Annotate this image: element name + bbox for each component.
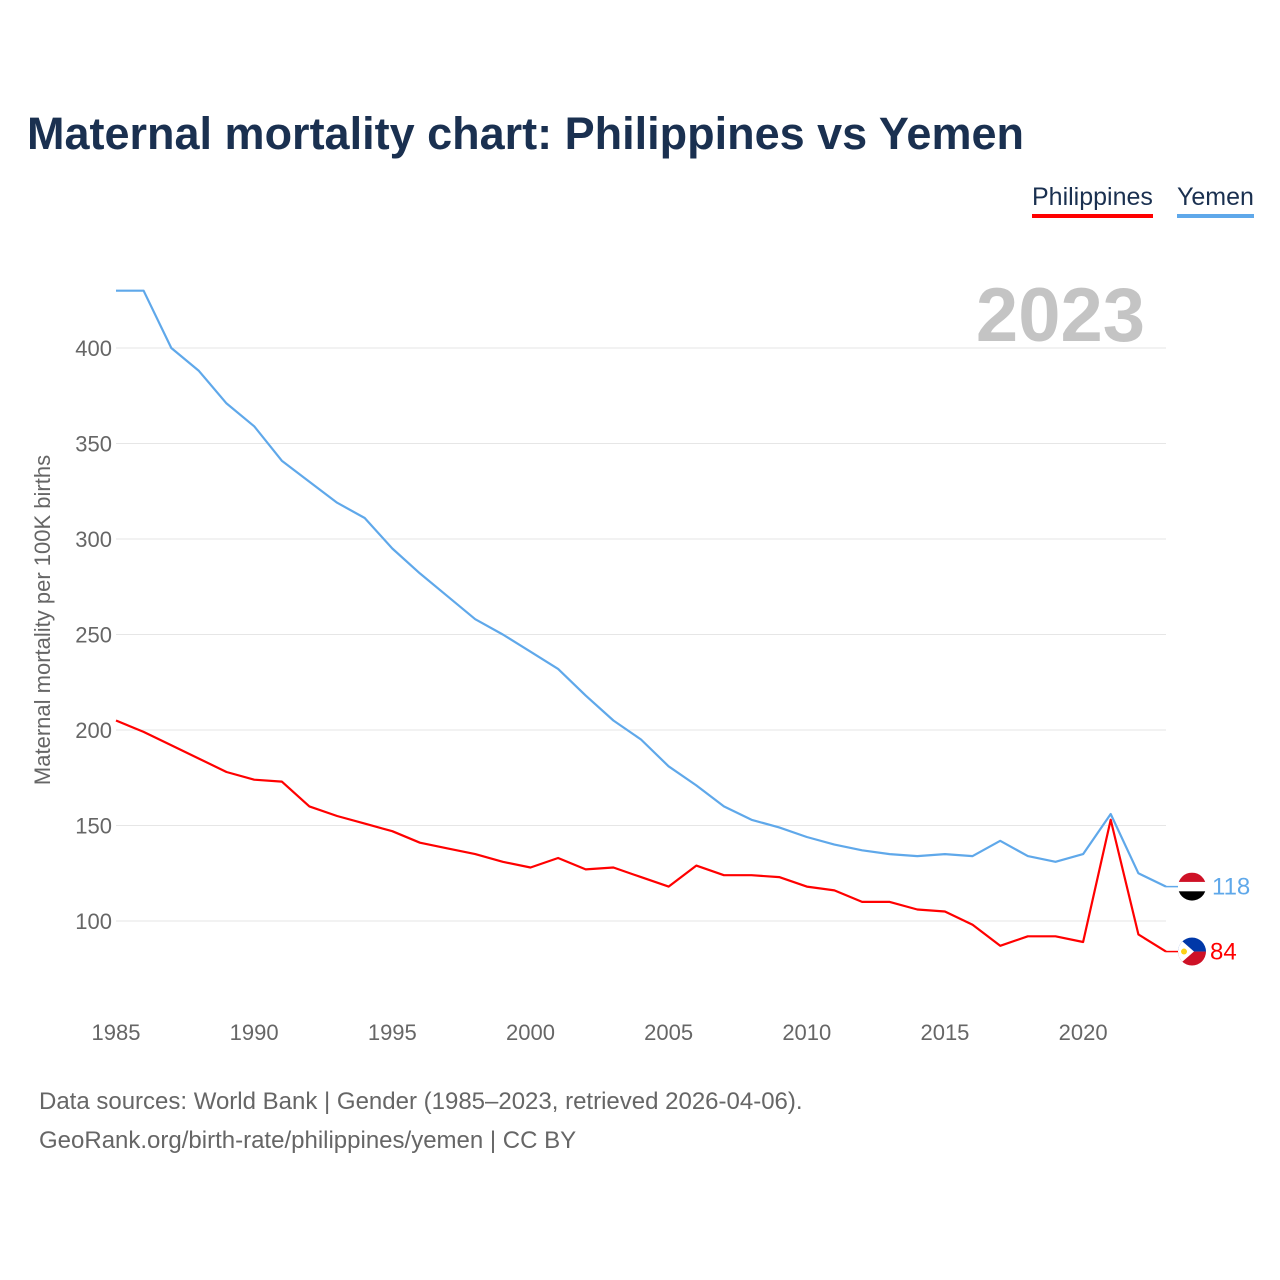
x-tick-label: 2020 xyxy=(1059,1020,1108,1045)
end-value-label: 118 xyxy=(1212,874,1250,901)
y-tick-label: 300 xyxy=(75,527,112,552)
legend-yemen[interactable]: Yemen xyxy=(1177,183,1254,218)
end-value-label: 84 xyxy=(1210,939,1237,966)
y-tick-label: 350 xyxy=(75,432,112,457)
x-tick-label: 2010 xyxy=(782,1020,831,1045)
x-tick-label: 2000 xyxy=(506,1020,555,1045)
x-tick-label: 1990 xyxy=(230,1020,279,1045)
chart-title: Maternal mortality chart: Philippines vs… xyxy=(27,108,1024,159)
x-tick-label: 1995 xyxy=(368,1020,417,1045)
y-tick-label: 200 xyxy=(75,718,112,743)
y-axis-label: Maternal mortality per 100K births xyxy=(30,455,55,785)
footer-sources: Data sources: World Bank | Gender (1985–… xyxy=(39,1088,803,1115)
footer-link[interactable]: GeoRank.org/birth-rate/philippines/yemen… xyxy=(39,1127,577,1154)
y-tick-label: 100 xyxy=(75,909,112,934)
series-line-yemen xyxy=(116,289,1167,888)
y-tick-label: 250 xyxy=(75,623,112,648)
y-tick-label: 150 xyxy=(75,814,112,839)
philippines-flag-icon xyxy=(1178,937,1206,966)
yemen-flag-icon xyxy=(1178,872,1206,901)
series-line-philippines xyxy=(115,719,1167,953)
legend-philippines[interactable]: Philippines xyxy=(1032,183,1153,218)
x-tick-label: 2005 xyxy=(644,1020,693,1045)
year-label: 2023 xyxy=(976,273,1145,358)
x-tick-label: 1985 xyxy=(92,1020,141,1045)
y-tick-label: 400 xyxy=(75,336,112,361)
x-tick-label: 2015 xyxy=(920,1020,969,1045)
